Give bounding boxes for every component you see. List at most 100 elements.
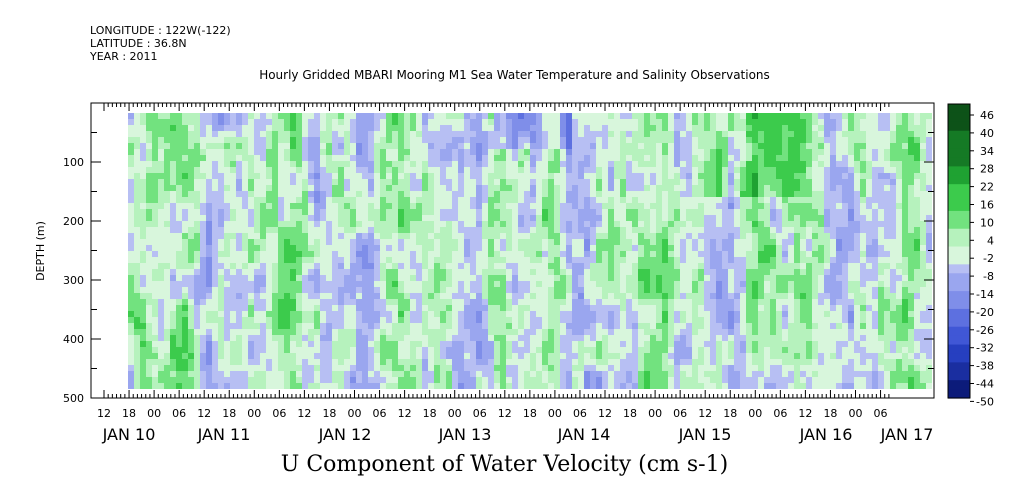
heatmap-cell	[536, 239, 543, 246]
heatmap-cell	[242, 227, 249, 234]
heatmap-cell	[680, 251, 687, 258]
heatmap-cell	[176, 353, 183, 360]
heatmap-cell	[758, 197, 765, 204]
heatmap-cell	[218, 359, 225, 366]
heatmap-cell	[476, 125, 483, 132]
heatmap-cell	[476, 137, 483, 144]
heatmap-cell	[164, 269, 171, 276]
heatmap-cell	[368, 275, 375, 282]
heatmap-cell	[374, 221, 381, 228]
heatmap-cell	[278, 335, 285, 342]
heatmap-cell	[746, 155, 753, 162]
heatmap-cell	[218, 383, 225, 389]
heatmap-cell	[764, 161, 771, 168]
heatmap-cell	[596, 245, 603, 252]
heatmap-cell	[488, 221, 495, 228]
heatmap-cell	[296, 347, 303, 354]
heatmap-cell	[656, 293, 663, 300]
heatmap-cell	[614, 359, 621, 366]
heatmap-cell	[314, 269, 321, 276]
heatmap-cell	[260, 179, 267, 186]
heatmap-cell	[578, 179, 585, 186]
heatmap-cell	[662, 251, 669, 258]
heatmap-cell	[338, 113, 345, 120]
heatmap-cell	[728, 161, 735, 168]
heatmap-cell	[740, 377, 747, 384]
heatmap-cell	[590, 197, 597, 204]
heatmap-cell	[452, 377, 459, 384]
heatmap-cell	[530, 323, 537, 330]
heatmap-cell	[560, 275, 567, 282]
heatmap-cell	[272, 305, 279, 312]
heatmap-cell	[578, 197, 585, 204]
heatmap-cell	[272, 185, 279, 192]
heatmap-cell	[440, 341, 447, 348]
heatmap-cell	[632, 251, 639, 258]
heatmap-cell	[128, 185, 135, 192]
heatmap-cell	[350, 173, 357, 180]
heatmap-cell	[488, 197, 495, 204]
heatmap-cell	[152, 287, 159, 294]
heatmap-cell	[398, 209, 405, 216]
heatmap-cell	[686, 341, 693, 348]
heatmap-cell	[194, 341, 201, 348]
heatmap-cell	[674, 233, 681, 240]
heatmap-cell	[620, 353, 627, 360]
heatmap-cell	[680, 365, 687, 372]
heatmap-cell	[398, 203, 405, 210]
heatmap-cell	[578, 269, 585, 276]
heatmap-cell	[626, 209, 633, 216]
heatmap-cell	[752, 119, 759, 126]
heatmap-cell	[620, 347, 627, 354]
heatmap-cell	[164, 197, 171, 204]
heatmap-cell	[236, 263, 243, 270]
heatmap-cell	[512, 227, 519, 234]
heatmap-cell	[686, 173, 693, 180]
heatmap-cell	[488, 281, 495, 288]
heatmap-cell	[758, 329, 765, 336]
heatmap-cell	[722, 287, 729, 294]
heatmap-cell	[140, 149, 147, 156]
heatmap-cell	[164, 215, 171, 222]
heatmap-cell	[194, 311, 201, 318]
heatmap-cell	[224, 149, 231, 156]
heatmap-cell	[470, 149, 477, 156]
heatmap-cell	[386, 305, 393, 312]
heatmap-cell	[434, 221, 441, 228]
heatmap-cell	[272, 365, 279, 372]
heatmap-cell	[602, 269, 609, 276]
heatmap-cell	[776, 221, 783, 228]
heatmap-cell	[134, 317, 141, 324]
heatmap-cell	[350, 371, 357, 378]
heatmap-cell	[734, 203, 741, 210]
heatmap-cell	[296, 239, 303, 246]
heatmap-cell	[356, 311, 363, 318]
heatmap-cell	[626, 341, 633, 348]
heatmap-cell	[542, 353, 549, 360]
heatmap-cell	[500, 179, 507, 186]
heatmap-cell	[374, 341, 381, 348]
heatmap-cell	[578, 305, 585, 312]
heatmap-cell	[296, 191, 303, 198]
heatmap-cell	[272, 371, 279, 378]
heatmap-cell	[674, 377, 681, 384]
heatmap-cell	[218, 167, 225, 174]
heatmap-cell	[290, 137, 297, 144]
heatmap-cell	[656, 275, 663, 282]
heatmap-cell	[638, 203, 645, 210]
heatmap-cell	[416, 335, 423, 342]
heatmap-cell	[608, 353, 615, 360]
heatmap-cell	[734, 125, 741, 132]
heatmap-cell	[632, 365, 639, 372]
heatmap-cell	[410, 341, 417, 348]
heatmap-cell	[230, 287, 237, 294]
heatmap-cell	[752, 179, 759, 186]
heatmap-cell	[218, 353, 225, 360]
heatmap-cell	[458, 227, 465, 234]
heatmap-cell	[596, 119, 603, 126]
heatmap-cell	[260, 233, 267, 240]
heatmap-cell	[734, 233, 741, 240]
heatmap-cell	[578, 203, 585, 210]
heatmap-cell	[404, 215, 411, 222]
heatmap-cell	[530, 317, 537, 324]
